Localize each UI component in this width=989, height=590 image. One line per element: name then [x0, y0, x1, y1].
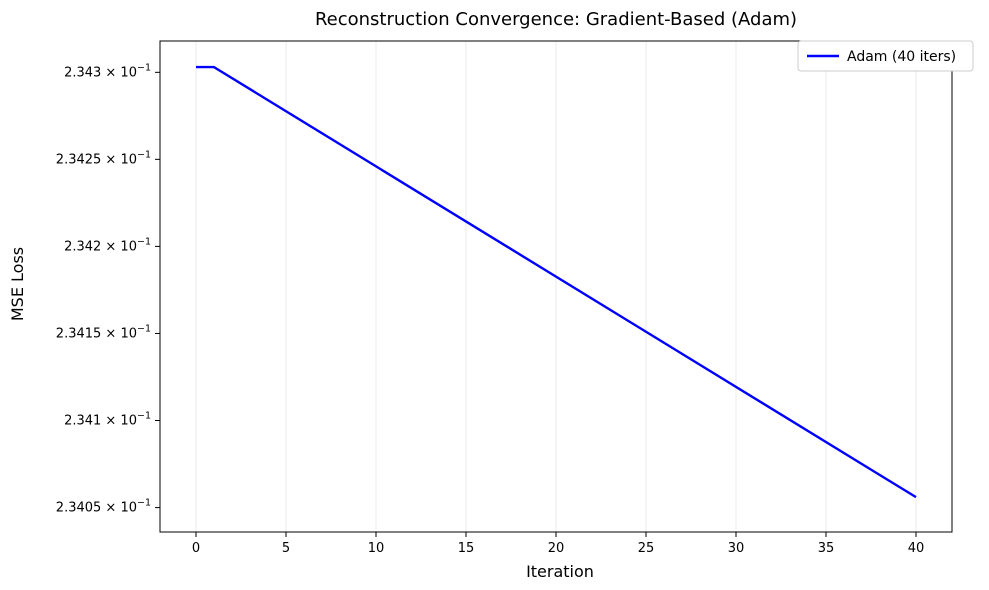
x-tick-label: 25: [638, 541, 655, 556]
y-tick-label: 2.341 × 10−1: [64, 411, 151, 429]
x-tick-label: 5: [282, 541, 290, 556]
y-tick-label: 2.3415 × 10−1: [56, 323, 151, 341]
legend-label: Adam (40 iters): [847, 49, 956, 65]
x-tick-label: 15: [458, 541, 475, 556]
y-tick-label: 2.3405 × 10−1: [56, 498, 151, 516]
y-axis-label: MSE Loss: [8, 247, 27, 321]
y-tick-label: 2.343 × 10−1: [64, 62, 151, 80]
x-tick-label: 10: [368, 541, 385, 556]
chart-title: Reconstruction Convergence: Gradient-Bas…: [315, 9, 797, 30]
y-axis-ticks: 2.3405 × 10−1 2.341 × 10−1 2.3415 × 10−1 2.…: [56, 62, 160, 516]
series-line: [196, 65, 917, 499]
y-tick-label: 2.3425 × 10−1: [56, 149, 151, 167]
x-tick-label: 35: [818, 541, 835, 556]
legend-box: [797, 40, 974, 72]
series-layer: [196, 65, 917, 499]
x-tick-label: 20: [548, 541, 565, 556]
x-axis-label: Iteration: [526, 562, 594, 581]
x-tick-label: 40: [908, 541, 925, 556]
x-tick-label: 0: [192, 541, 200, 556]
y-tick-label: 2.342 × 10−1: [64, 236, 151, 254]
grid: [195, 41, 917, 532]
x-axis-ticks: 0 5 10 15 20 25 30 35 40: [192, 532, 924, 556]
x-tick-label: 30: [728, 541, 745, 556]
legend: Adam (40 iters): [797, 40, 974, 72]
